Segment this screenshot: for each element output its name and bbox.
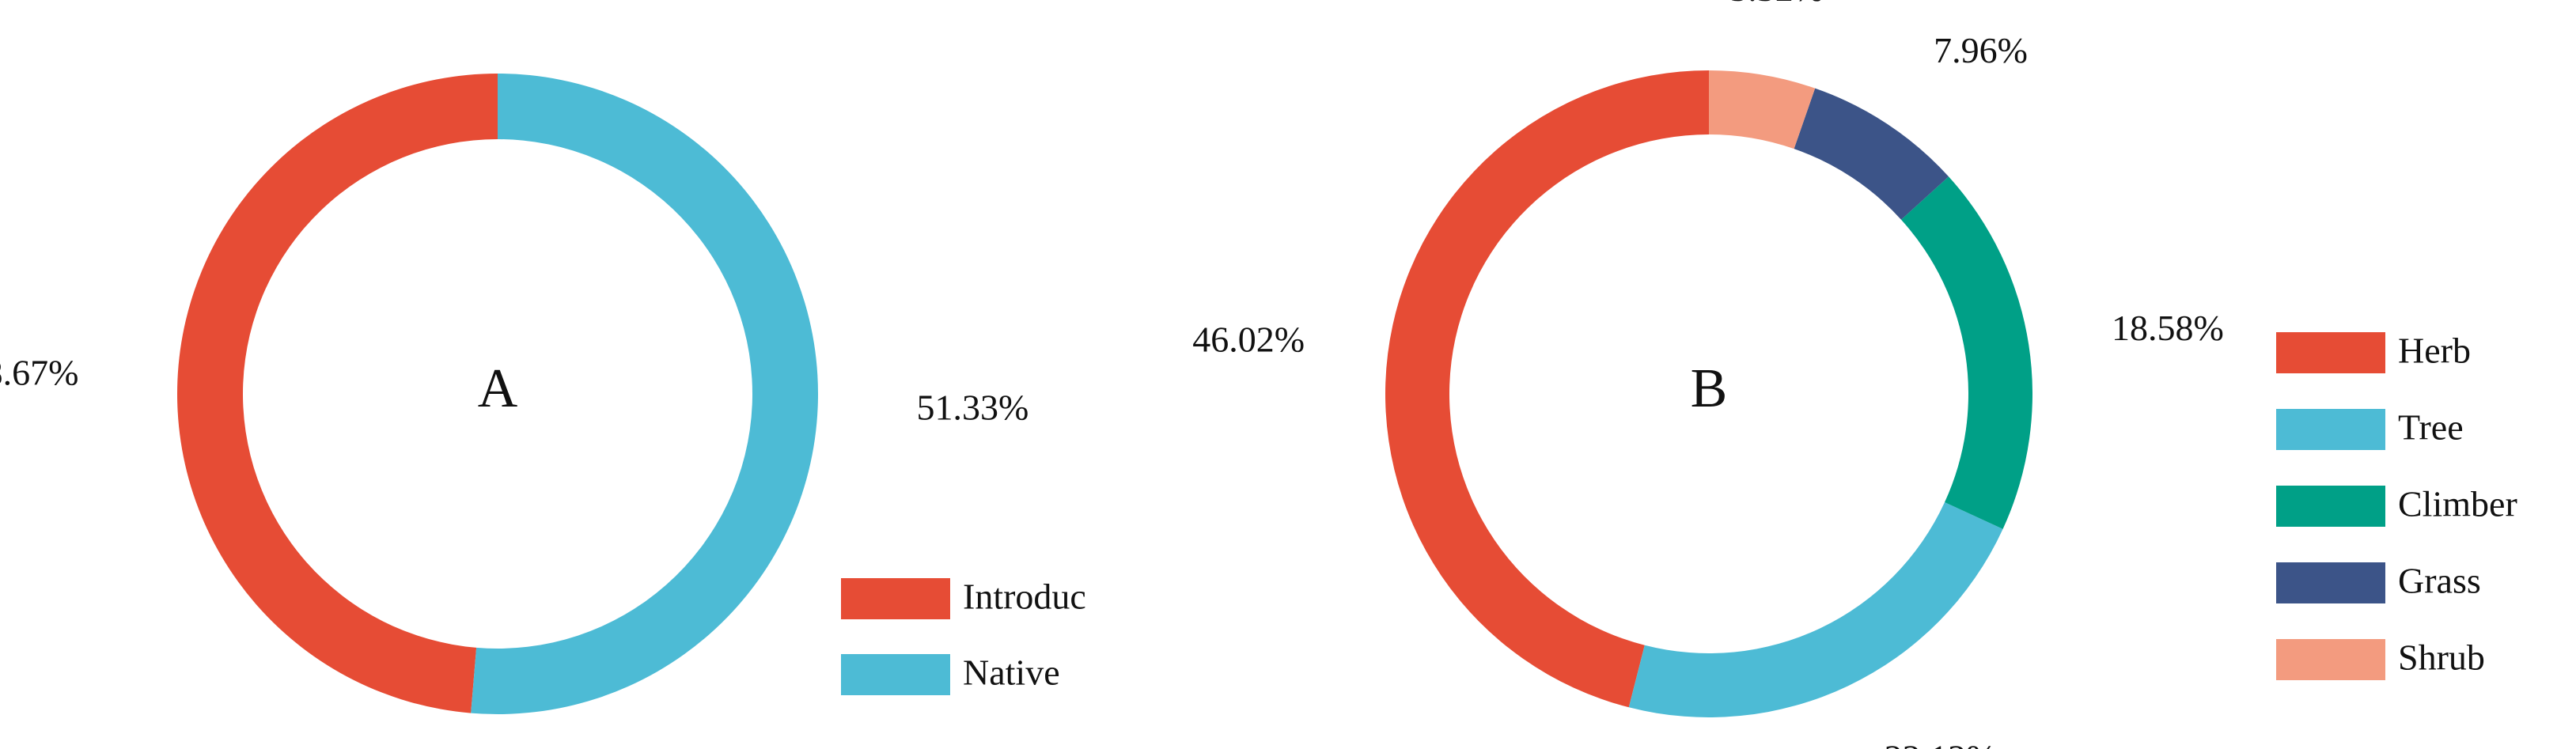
value-label: 7.96% (1934, 30, 2028, 70)
legend-label: Native (963, 653, 1060, 693)
legend-label: Climber (2398, 484, 2517, 524)
value-label: 22.12% (1885, 737, 1997, 749)
value-label: 51.33% (917, 388, 1029, 428)
donut-segment (1385, 70, 1709, 708)
value-label: 46.02% (1192, 319, 1305, 359)
legend-swatch (2276, 562, 2385, 603)
donut-segment (1628, 502, 2003, 717)
center-label: A (478, 358, 518, 419)
legend-swatch (841, 654, 950, 695)
legend-label: Introduc (963, 577, 1086, 617)
legend-swatch (2276, 639, 2385, 680)
donut-segment (176, 74, 498, 713)
legend-swatch (841, 578, 950, 619)
value-label: 5.32% (1729, 0, 1824, 9)
legend-swatch (2276, 409, 2385, 450)
legend-label: Herb (2398, 331, 2471, 371)
center-label: B (1691, 358, 1728, 419)
legend-swatch (2276, 486, 2385, 527)
legend-label: Tree (2398, 407, 2464, 448)
legend-swatch (2276, 332, 2385, 373)
donut-segment (471, 74, 818, 714)
donut-segment (1709, 70, 1816, 149)
donut-segment (1901, 176, 2032, 529)
legend-label: Shrub (2398, 637, 2485, 678)
donut-segment (1794, 88, 1949, 220)
value-label: 48.67% (0, 352, 78, 392)
value-label: 18.58% (2112, 308, 2224, 348)
legend-label: Grass (2398, 561, 2481, 601)
